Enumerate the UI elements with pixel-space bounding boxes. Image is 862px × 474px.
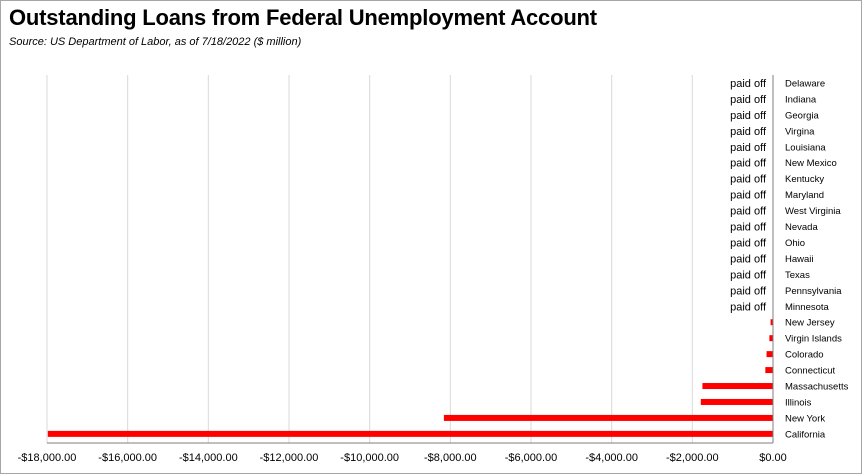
category-label: Connecticut <box>785 366 836 377</box>
bar <box>769 335 773 342</box>
bar <box>700 398 773 405</box>
x-tick-label: -$8,000.00 <box>424 452 477 464</box>
category-label: Virgina <box>785 126 815 137</box>
bar <box>702 383 773 390</box>
category-label: Kentucky <box>785 174 824 185</box>
data-label: paid off <box>730 110 767 122</box>
category-label: Louisiana <box>785 142 826 153</box>
category-label: Illinois <box>785 397 812 408</box>
x-tick-label: -$2,000.00 <box>666 452 719 464</box>
data-label: paid off <box>730 158 767 170</box>
category-label: Georgia <box>785 110 820 121</box>
x-tick-label: -$10,000.00 <box>340 452 399 464</box>
bar <box>443 414 773 421</box>
data-label: paid off <box>730 174 767 186</box>
chart-title: Outstanding Loans from Federal Unemploym… <box>9 5 597 30</box>
category-label: Virgin Islands <box>785 334 842 345</box>
data-label: paid off <box>730 94 767 106</box>
category-label: West Virginia <box>785 206 841 217</box>
category-label: Maryland <box>785 190 824 201</box>
bar <box>770 319 773 326</box>
category-label: Pennsylvania <box>785 286 842 297</box>
data-label: paid off <box>730 190 767 202</box>
category-label: Massachusetts <box>785 382 849 393</box>
bar <box>766 351 773 358</box>
category-label: Hawaii <box>785 254 814 265</box>
data-label: paid off <box>730 222 767 234</box>
category-label: New Jersey <box>785 318 835 329</box>
category-label: Nevada <box>785 222 818 233</box>
x-tick-label: $0.00 <box>759 452 787 464</box>
data-label: paid off <box>730 285 767 297</box>
data-label: paid off <box>730 301 767 313</box>
x-tick-label: -$16,000.00 <box>98 452 157 464</box>
data-label: paid off <box>730 78 767 90</box>
data-label: paid off <box>730 253 767 265</box>
data-label: paid off <box>730 206 767 218</box>
category-label: Minnesota <box>785 302 830 313</box>
category-label: Delaware <box>785 78 825 89</box>
data-label: paid off <box>730 237 767 249</box>
data-label: paid off <box>730 269 767 281</box>
category-label: Indiana <box>785 94 817 105</box>
category-label: Ohio <box>785 238 805 249</box>
category-label: Colorado <box>785 350 824 361</box>
x-tick-label: -$6,000.00 <box>505 452 558 464</box>
data-label: paid off <box>730 126 767 138</box>
x-tick-label: -$14,000.00 <box>179 452 238 464</box>
x-tick-label: -$18,000.00 <box>18 452 77 464</box>
category-label: California <box>785 429 826 440</box>
x-tick-label: -$4,000.00 <box>585 452 638 464</box>
category-label: New York <box>785 413 825 424</box>
data-label: paid off <box>730 142 767 154</box>
category-label: Texas <box>785 270 810 281</box>
chart-subtitle: Source: US Department of Labor, as of 7/… <box>9 36 302 48</box>
bar <box>47 430 774 437</box>
x-tick-label: -$12,000.00 <box>260 452 319 464</box>
bar <box>765 367 773 374</box>
category-label: New Mexico <box>785 158 837 169</box>
